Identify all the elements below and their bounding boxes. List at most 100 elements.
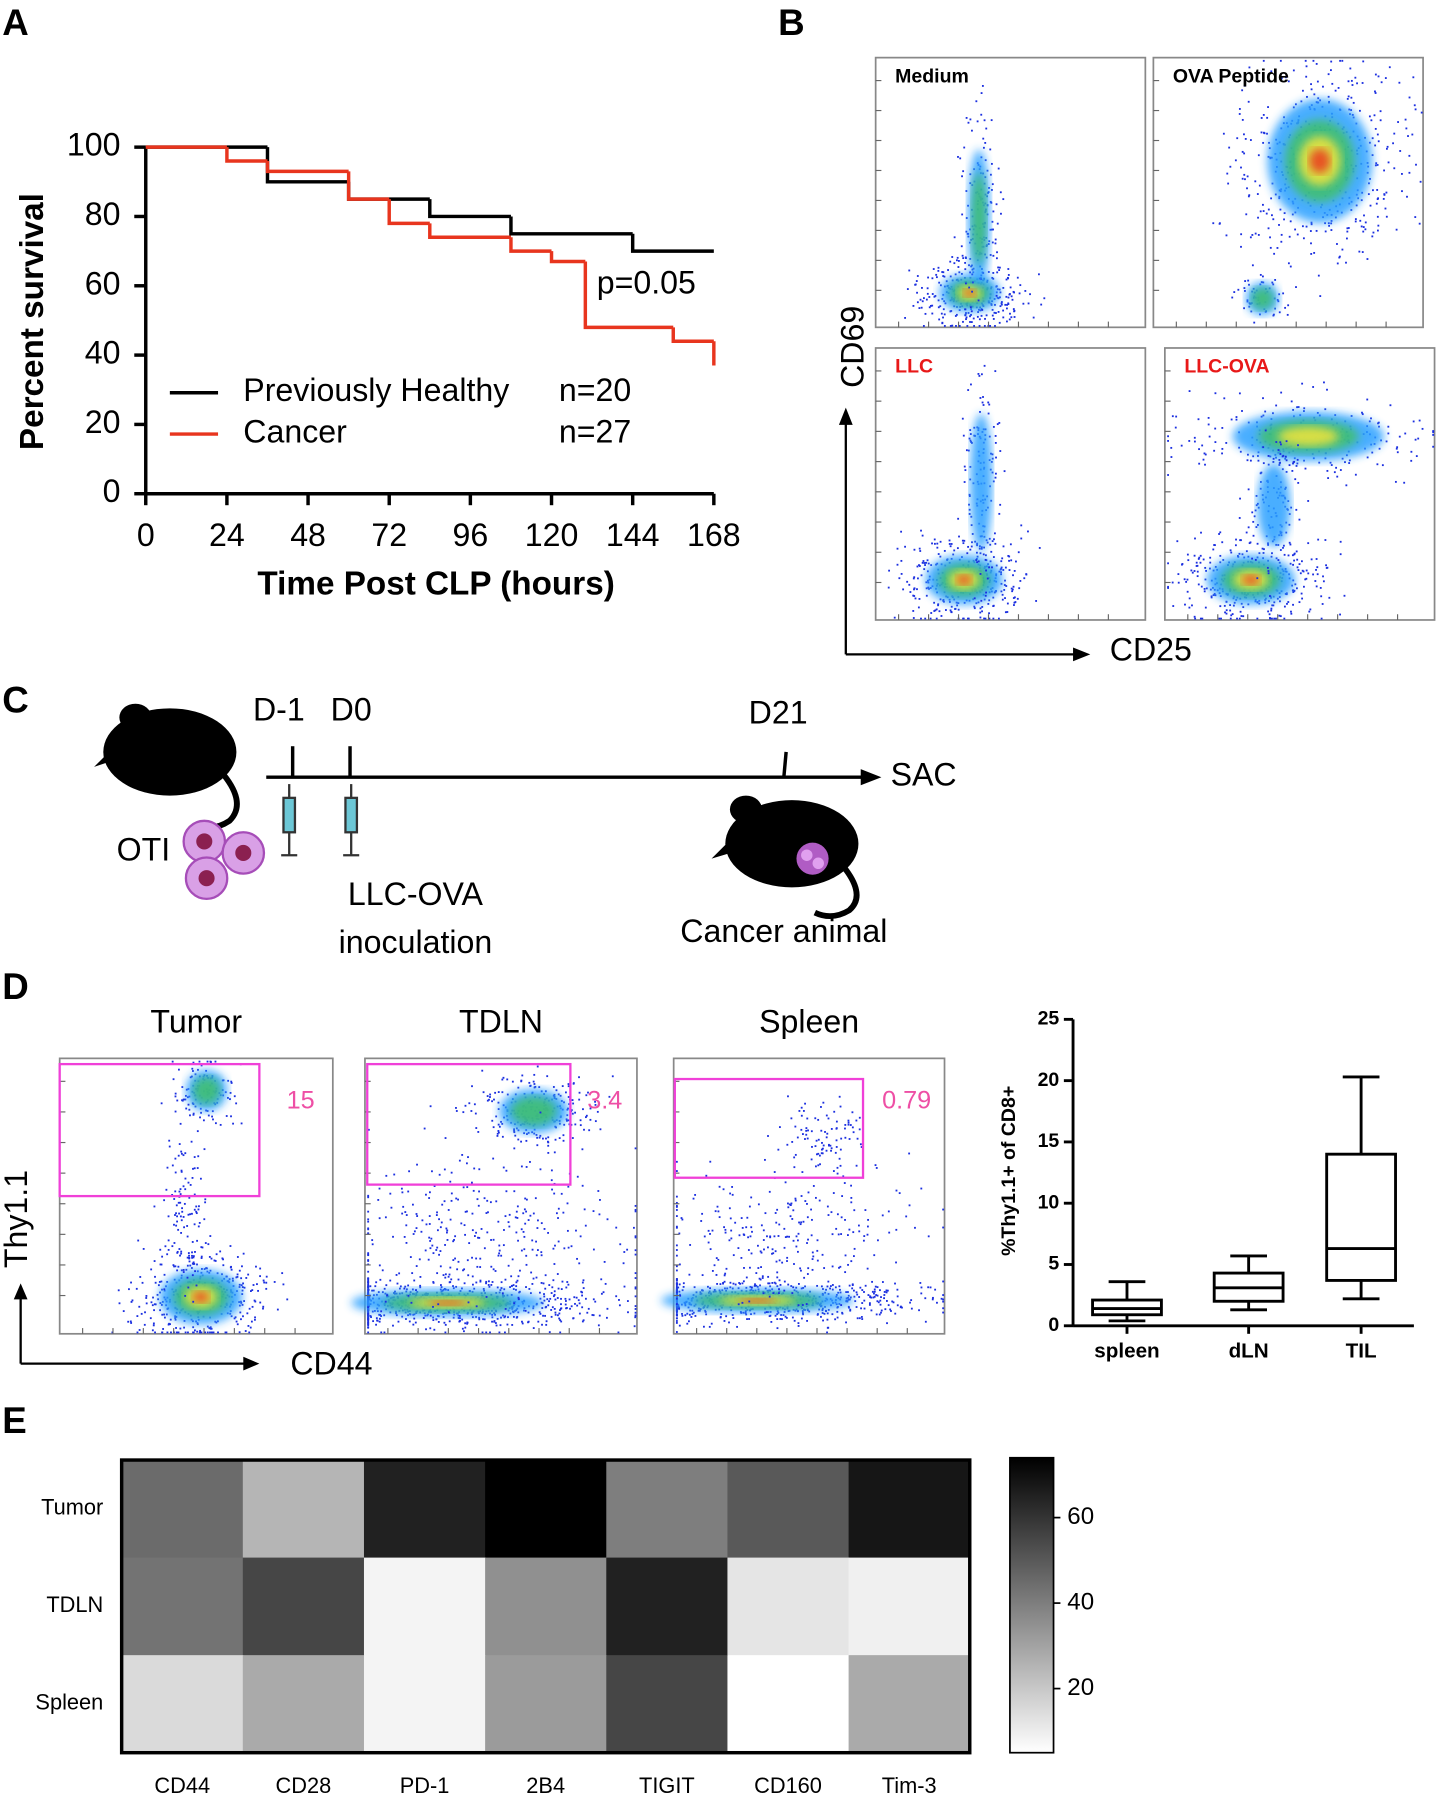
flow-dot xyxy=(1325,564,1327,567)
flow-dot xyxy=(1238,113,1241,115)
flow-dot xyxy=(746,1318,748,1321)
flow-dot xyxy=(963,146,966,149)
flow-dot xyxy=(856,1293,859,1296)
flow-dot xyxy=(403,1236,406,1238)
flow-dot xyxy=(959,157,962,160)
flow-dot xyxy=(570,1109,573,1112)
flow-dot xyxy=(169,1318,172,1321)
flow-dot xyxy=(1007,274,1010,276)
flow-dot xyxy=(531,1283,534,1285)
flow-dot xyxy=(995,203,998,206)
flow-dot xyxy=(1262,414,1265,417)
flow-dot xyxy=(156,1293,159,1296)
flow-dot xyxy=(876,1300,879,1303)
flow-dot xyxy=(386,1294,389,1297)
flow-dot xyxy=(395,1274,398,1276)
flow-dot xyxy=(1176,540,1179,543)
flow-dot xyxy=(986,169,989,172)
flow-dot xyxy=(995,456,997,459)
flow-dot xyxy=(538,1311,541,1314)
flow-dot xyxy=(466,1321,469,1324)
flow-dot xyxy=(179,1201,182,1204)
flow-dot xyxy=(164,1245,167,1248)
flow-dot xyxy=(675,1283,678,1286)
flow-dot xyxy=(128,1288,130,1291)
inoculation-label: inoculation xyxy=(339,924,493,960)
flow-dot xyxy=(1267,543,1270,546)
flow-dot xyxy=(575,1229,577,1232)
flow-dot xyxy=(199,1116,201,1119)
flow-dot xyxy=(1419,180,1422,183)
flow-dot xyxy=(729,1281,732,1284)
flow-dot xyxy=(493,1098,495,1101)
flow-dot xyxy=(995,294,998,297)
flow-dot xyxy=(1296,462,1299,465)
flow-dot xyxy=(1366,398,1369,401)
flow-dot xyxy=(578,1262,581,1265)
flow-dot xyxy=(1198,448,1200,451)
flow-dot xyxy=(804,1285,806,1288)
flow-dot xyxy=(1389,404,1392,407)
flow-dot xyxy=(464,1326,467,1329)
flow-dot xyxy=(971,129,973,132)
flow-dot xyxy=(1252,534,1255,537)
flow-dot xyxy=(962,434,965,437)
flow-dot xyxy=(1316,566,1319,569)
flow-dot xyxy=(991,308,994,311)
flow-dot xyxy=(513,1131,516,1134)
flow-dot xyxy=(1375,202,1378,205)
flow-dot xyxy=(542,1137,544,1140)
flow-dot xyxy=(991,566,993,569)
flow-dot xyxy=(458,1159,461,1162)
flow-dot xyxy=(495,1115,498,1118)
flow-dot xyxy=(710,1322,713,1325)
timeline-tick xyxy=(782,751,788,778)
y-tick-label: 60 xyxy=(85,265,121,301)
flow-dot xyxy=(181,1086,184,1088)
flow-dot xyxy=(598,1314,601,1317)
flow-dot xyxy=(367,1310,370,1312)
flow-dot xyxy=(1264,429,1267,432)
flow-dot xyxy=(192,1113,195,1116)
flow-dot xyxy=(591,1314,594,1316)
flow-dot xyxy=(172,1078,175,1081)
flow-dot xyxy=(1177,581,1180,584)
flow-dot xyxy=(950,543,953,545)
x-axis-label: Time Post CLP (hours) xyxy=(257,565,614,602)
flow-dot xyxy=(1269,246,1272,249)
flow-dot xyxy=(999,568,1002,571)
flow-dot xyxy=(682,1282,685,1285)
flow-dot xyxy=(180,1169,183,1172)
flow-dot xyxy=(441,1203,444,1206)
flow-dot xyxy=(554,1298,557,1301)
flow-dot xyxy=(509,1286,511,1289)
flow-dot xyxy=(1167,440,1169,442)
flow-dot xyxy=(1432,431,1435,434)
flow-dot xyxy=(410,1301,413,1304)
flow-dot xyxy=(490,1284,493,1286)
flow-dot xyxy=(186,1264,189,1267)
flow-dot xyxy=(389,1279,392,1282)
flow-dot xyxy=(238,1269,241,1272)
flow-dot xyxy=(506,1093,509,1096)
flow-dot xyxy=(942,1311,945,1314)
flow-dot xyxy=(1174,426,1177,429)
flow-dot xyxy=(793,1319,796,1322)
flow-dot xyxy=(367,1288,370,1291)
flow-dot xyxy=(491,1100,493,1103)
flow-dot xyxy=(547,1144,550,1147)
flow-dot xyxy=(1368,420,1371,423)
flow-dot xyxy=(923,297,925,300)
flow-dot xyxy=(989,173,992,176)
flow-dot xyxy=(378,1264,381,1267)
flow-dot xyxy=(558,1317,561,1320)
flow-dot xyxy=(183,1226,185,1229)
flow-dot xyxy=(437,1321,440,1323)
flow-dot xyxy=(1242,615,1245,618)
flow-dot xyxy=(149,1317,152,1320)
flow-dot xyxy=(171,1164,174,1167)
flow-dot xyxy=(1023,577,1026,580)
flow-dot xyxy=(209,1326,212,1329)
flow-dot xyxy=(529,1214,532,1217)
flow-dot xyxy=(847,1294,850,1297)
